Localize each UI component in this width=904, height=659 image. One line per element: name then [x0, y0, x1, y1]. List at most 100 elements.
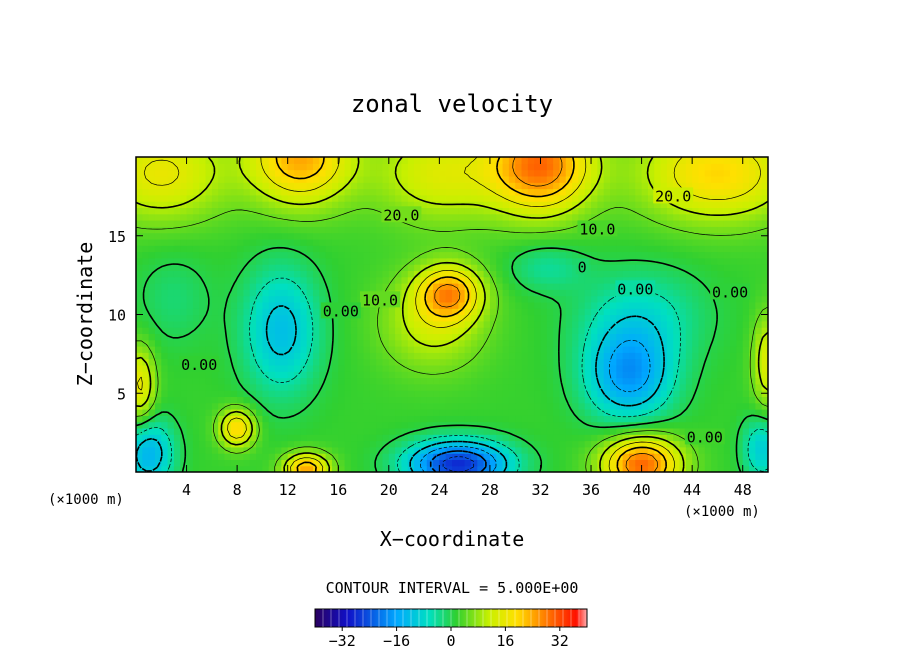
heatmap-cell [262, 320, 270, 328]
heatmap-cell [338, 339, 346, 347]
heatmap-cell [275, 459, 282, 467]
heatmap-cell [527, 352, 535, 360]
heatmap-cell [148, 201, 156, 208]
heatmap-cell [736, 245, 744, 253]
heatmap-cell [426, 301, 434, 309]
heatmap-cell [344, 396, 352, 404]
heatmap-cell [275, 320, 282, 328]
heatmap-cell [616, 270, 624, 278]
heatmap-cell [433, 402, 440, 410]
heatmap-cell [553, 175, 561, 183]
heatmap-cell [414, 264, 421, 271]
heatmap-cell [502, 226, 510, 234]
heatmap-cell [534, 175, 542, 183]
heatmap-cell [559, 213, 567, 221]
heatmap-cell [256, 339, 263, 347]
heatmap-cell [237, 201, 245, 208]
heatmap-cell [325, 251, 333, 259]
heatmap-cell [136, 289, 143, 297]
heatmap-cell [325, 220, 333, 227]
heatmap-cell [186, 446, 194, 454]
heatmap-cell [420, 434, 428, 442]
heatmap-cell [294, 276, 301, 284]
heatmap-cell [376, 465, 384, 472]
heatmap-cell [249, 163, 257, 171]
heatmap-cell [464, 415, 472, 423]
heatmap-cell [294, 339, 301, 347]
heatmap-cell [711, 188, 719, 196]
heatmap-cell [401, 434, 409, 442]
heatmap-cell [426, 409, 434, 416]
heatmap-cell [211, 308, 219, 316]
heatmap-cell [483, 352, 491, 360]
heatmap-cell [312, 201, 320, 208]
heatmap-cell [161, 352, 169, 360]
heatmap-cell [565, 182, 573, 190]
heatmap-cell [685, 346, 693, 353]
heatmap-cell [256, 251, 263, 259]
heatmap-cell [331, 270, 339, 278]
heatmap-cell [268, 283, 276, 290]
heatmap-cell [331, 188, 339, 196]
heatmap-cell [635, 339, 643, 347]
heatmap-cell [578, 213, 586, 221]
heatmap-cell [300, 364, 308, 372]
heatmap-cell [376, 421, 384, 429]
heatmap-cell [622, 453, 630, 460]
heatmap-cell [154, 346, 162, 353]
heatmap-cell [641, 434, 649, 442]
heatmap-cell [363, 257, 371, 265]
heatmap-cell [660, 465, 668, 472]
heatmap-cell [749, 295, 756, 303]
heatmap-cell [679, 220, 687, 227]
heatmap-cell [218, 226, 226, 234]
heatmap-cell [382, 175, 390, 183]
heatmap-cell [167, 175, 175, 183]
heatmap-cell [142, 251, 150, 259]
heatmap-cell [559, 390, 567, 397]
heatmap-cell [515, 251, 523, 259]
heatmap-cell [300, 283, 308, 290]
heatmap-cell [407, 169, 415, 177]
heatmap-cell [306, 465, 314, 472]
heatmap-cell [420, 301, 428, 309]
heatmap-cell [211, 264, 219, 271]
heatmap-cell [647, 390, 655, 397]
heatmap-cell [628, 327, 636, 334]
heatmap-cell [515, 295, 523, 303]
heatmap-cell [186, 346, 194, 353]
heatmap-cell [584, 427, 592, 435]
heatmap-cell [161, 421, 169, 429]
heatmap-cell [344, 188, 352, 196]
heatmap-cell [281, 213, 289, 221]
heatmap-cell [534, 270, 542, 278]
heatmap-cell [262, 440, 270, 448]
heatmap-cell [205, 402, 213, 410]
heatmap-cell [692, 396, 700, 404]
heatmap-cell [363, 333, 371, 341]
heatmap-cell [426, 257, 434, 265]
heatmap-cell [521, 352, 529, 360]
heatmap-cell [749, 446, 756, 454]
heatmap-cell [414, 314, 421, 322]
heatmap-cell [641, 453, 649, 460]
heatmap-cell [635, 169, 643, 177]
heatmap-cell [376, 327, 384, 334]
heatmap-cell [584, 308, 592, 316]
heatmap-cell [224, 163, 232, 171]
heatmap-cell [249, 383, 257, 391]
heatmap-cell [736, 390, 744, 397]
heatmap-cell [553, 182, 561, 190]
heatmap-cell [350, 390, 358, 397]
heatmap-cell [452, 371, 459, 379]
heatmap-cell [749, 427, 756, 435]
heatmap-cell [742, 358, 750, 366]
heatmap-cell [382, 453, 390, 460]
heatmap-cell [262, 409, 270, 416]
heatmap-cell [483, 245, 491, 253]
heatmap-cell [610, 289, 617, 297]
heatmap-cell [489, 434, 497, 442]
heatmap-cell [199, 434, 207, 442]
heatmap-cell [192, 182, 200, 190]
heatmap-cell [711, 352, 719, 360]
